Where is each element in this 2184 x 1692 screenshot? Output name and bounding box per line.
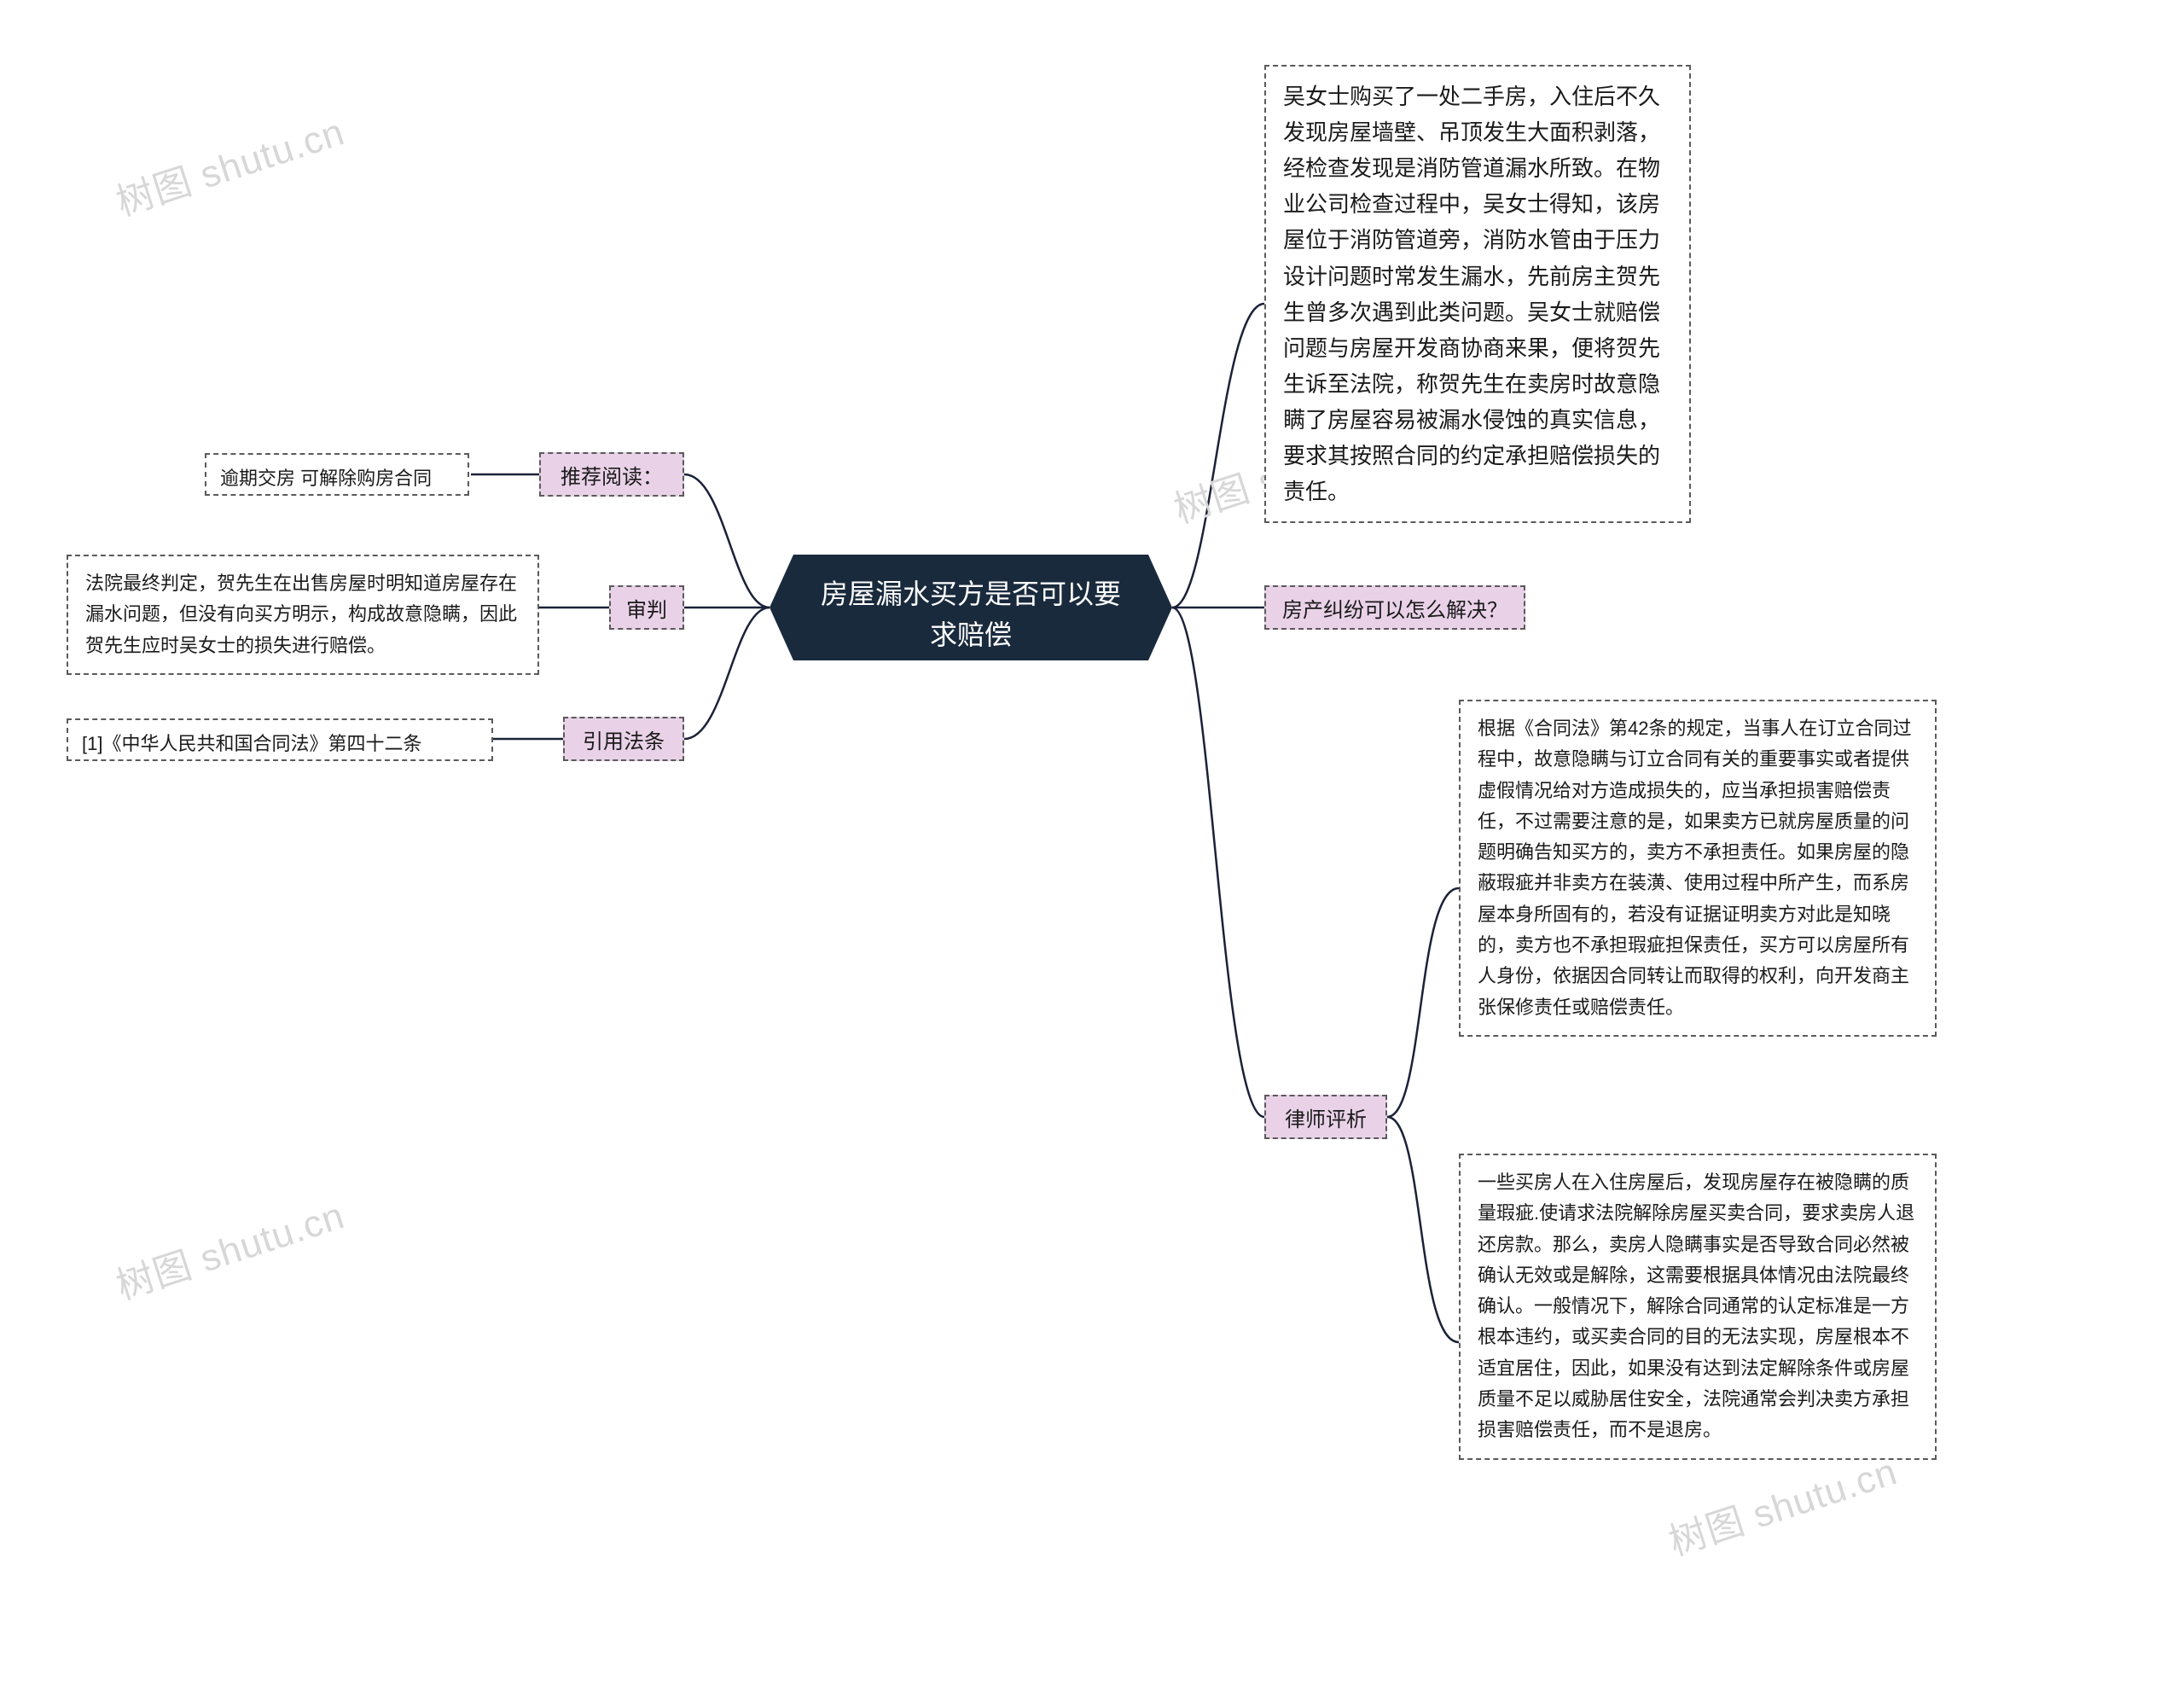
leaf-text: 逾期交房 可解除购房合同 — [220, 468, 432, 489]
leaf-lawyer-analysis-2: 一些买房人在入住房屋后，发现房屋存在被隐瞒的质量瑕疵.使请求法院解除房屋买卖合同… — [1459, 1154, 1937, 1460]
leaf-text: 根据《合同法》第42条的规定，当事人在订立合同过程中，故意隐瞒与订立合同有关的重… — [1478, 718, 1911, 1018]
leaf-law-text: [1]《中华人民共和国合同法》第四十二条 — [67, 718, 493, 761]
leaf-case-description: 吴女士购买了一处二手房，入住后不久发现房屋墙壁、吊顶发生大面积剥落，经检查发现是… — [1264, 65, 1691, 523]
branch-recommended: 推荐阅读： — [539, 452, 684, 497]
leaf-text: 吴女士购买了一处二手房，入住后不久发现房屋墙壁、吊顶发生大面积剥落，经检查发现是… — [1283, 84, 1660, 504]
root-node: 房屋漏水买方是否可以要 求赔偿 — [793, 555, 1148, 660]
watermark: 树图 shutu.cn — [108, 102, 351, 227]
root-line2: 求赔偿 — [930, 619, 1012, 650]
branch-label: 审判 — [626, 593, 667, 623]
branch-label: 房产纠纷可以怎么解决？ — [1282, 593, 1507, 623]
leaf-text: 一些买房人在入住房屋后，发现房屋存在被隐瞒的质量瑕疵.使请求法院解除房屋买卖合同… — [1478, 1172, 1914, 1440]
branch-label: 律师评析 — [1285, 1102, 1367, 1132]
leaf-lawyer-analysis-1: 根据《合同法》第42条的规定，当事人在订立合同过程中，故意隐瞒与订立合同有关的重… — [1459, 700, 1937, 1037]
leaf-trial-text: 法院最终判定，贺先生在出售房屋时明知道房屋存在漏水问题，但没有向买方明示，构成故… — [67, 555, 539, 675]
leaf-text: 法院最终判定，贺先生在出售房屋时明知道房屋存在漏水问题，但没有向买方明示，构成故… — [85, 573, 517, 656]
branch-label: 推荐阅读： — [561, 460, 663, 490]
leaf-text: [1]《中华人民共和国合同法》第四十二条 — [82, 733, 421, 754]
branch-lawyer-analysis: 律师评析 — [1264, 1095, 1387, 1139]
branch-law-reference: 引用法条 — [563, 717, 684, 761]
branch-label: 引用法条 — [583, 724, 665, 754]
root-line1: 房屋漏水买方是否可以要 — [821, 579, 1121, 609]
watermark: 树图 shutu.cn — [108, 1185, 351, 1311]
branch-trial: 审判 — [609, 585, 684, 630]
leaf-recommended-item: 逾期交房 可解除购房合同 — [205, 453, 469, 496]
watermark: 树图 shutu.cn — [1661, 1441, 1903, 1567]
branch-dispute-solution: 房产纠纷可以怎么解决？ — [1264, 585, 1525, 630]
